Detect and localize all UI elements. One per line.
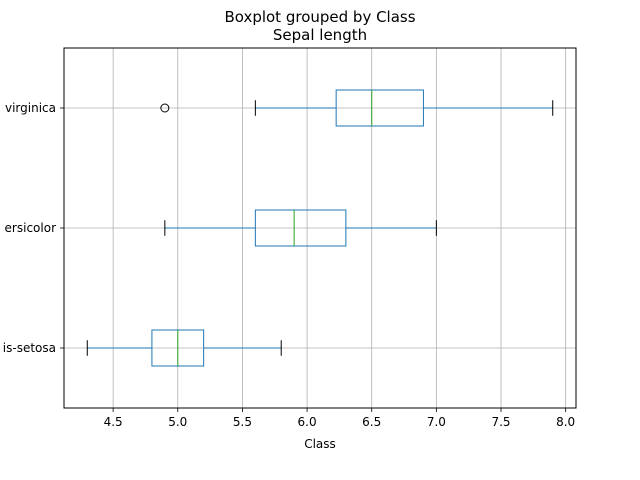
y-tick-label: virginica xyxy=(5,101,56,115)
x-tick-label: 6.5 xyxy=(362,415,381,429)
x-axis-label: Class xyxy=(304,437,336,451)
x-tick-label: 7.5 xyxy=(491,415,510,429)
x-tick-label: 6.0 xyxy=(298,415,317,429)
chart-subtitle: Sepal length xyxy=(273,26,367,44)
x-tick-label: 4.5 xyxy=(104,415,123,429)
y-tick-label: ersicolor xyxy=(5,221,57,235)
box-iris-virginica xyxy=(335,89,424,127)
x-tick-label: 7.0 xyxy=(427,415,446,429)
y-tick-label: is-setosa xyxy=(3,341,56,355)
outlier-iris-virginica xyxy=(160,103,170,113)
x-axis-ticks: 4.5 5.0 5.5 6.0 6.5 7.0 7.5 8.0 xyxy=(104,408,575,429)
x-tick-label: 5.5 xyxy=(233,415,252,429)
x-tick-label: 8.0 xyxy=(556,415,575,429)
boxes-group xyxy=(86,89,554,367)
box-iris-versicolor xyxy=(254,209,347,247)
grid-lines xyxy=(64,48,576,408)
chart-title: Boxplot grouped by Class xyxy=(224,8,415,26)
y-axis-ticks: is-setosa ersicolor virginica xyxy=(3,101,64,355)
x-tick-label: 5.0 xyxy=(168,415,187,429)
